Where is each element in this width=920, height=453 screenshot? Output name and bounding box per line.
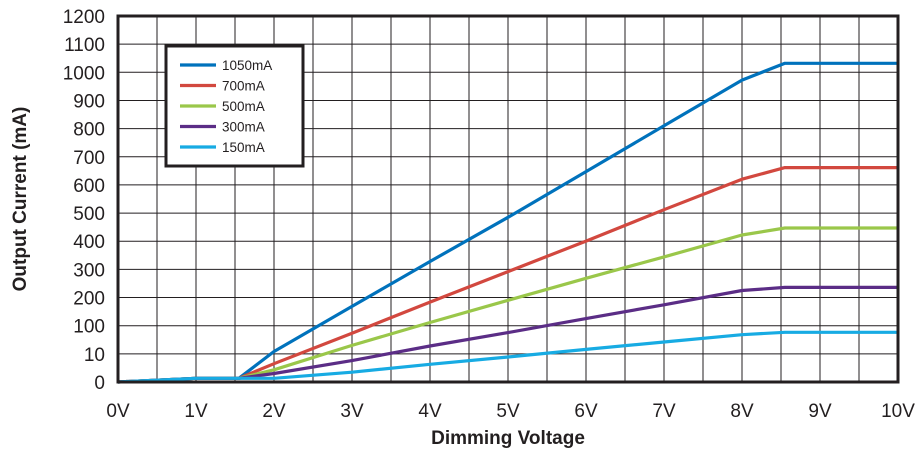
y-tick-labels: 0 10 100 200 300 400 500 600 700 800 900 1000 1100 12… bbox=[63, 7, 105, 394]
x-tick-label: 10V bbox=[881, 401, 915, 422]
y-tick-label: 600 bbox=[73, 176, 105, 197]
x-tick-label: 3V bbox=[340, 401, 364, 422]
x-tick-label: 7V bbox=[652, 401, 676, 422]
y-tick-label: 10 bbox=[84, 345, 105, 366]
series-lines bbox=[117, 61, 898, 384]
y-tick-label: 800 bbox=[73, 120, 105, 141]
grid-lines bbox=[118, 16, 898, 382]
y-tick-label: 1100 bbox=[64, 35, 105, 56]
x-tick-labels: 0V 1V 2V 3V 4V 5V 6V 7V 8V 9V 10V bbox=[106, 401, 915, 422]
x-tick-label: 2V bbox=[262, 401, 286, 422]
x-tick-label: 5V bbox=[496, 401, 520, 422]
y-tick-label: 200 bbox=[73, 289, 105, 310]
legend: 1050mA 700mA 500mA 300mA 150mA bbox=[164, 44, 305, 168]
series-line-150mA bbox=[117, 330, 898, 384]
y-tick-label: 900 bbox=[73, 91, 105, 112]
x-tick-label: 9V bbox=[808, 401, 832, 422]
x-tick-label: 1V bbox=[184, 401, 208, 422]
x-axis-label: Dimming Voltage bbox=[431, 428, 585, 449]
y-tick-label: 300 bbox=[73, 260, 105, 281]
legend-label: 300mA bbox=[222, 120, 265, 135]
y-axis-label: Output Current (mA) bbox=[10, 107, 31, 292]
y-tick-label: 400 bbox=[73, 232, 105, 253]
legend-label: 1050mA bbox=[222, 58, 272, 73]
y-tick-label: 1200 bbox=[63, 7, 105, 28]
legend-label: 500mA bbox=[222, 99, 265, 114]
x-tick-label: 8V bbox=[730, 401, 754, 422]
y-tick-label: 100 bbox=[73, 317, 105, 338]
x-tick-label: 0V bbox=[106, 401, 130, 422]
x-tick-label: 4V bbox=[418, 401, 442, 422]
y-tick-label: 700 bbox=[73, 148, 105, 169]
y-tick-label: 1000 bbox=[63, 63, 105, 84]
y-tick-label: 0 bbox=[94, 373, 105, 394]
x-tick-label: 6V bbox=[574, 401, 598, 422]
plot-frame bbox=[116, 14, 900, 384]
legend-label: 150mA bbox=[222, 140, 265, 155]
legend-label: 700mA bbox=[222, 79, 265, 94]
y-tick-label: 500 bbox=[73, 204, 105, 225]
